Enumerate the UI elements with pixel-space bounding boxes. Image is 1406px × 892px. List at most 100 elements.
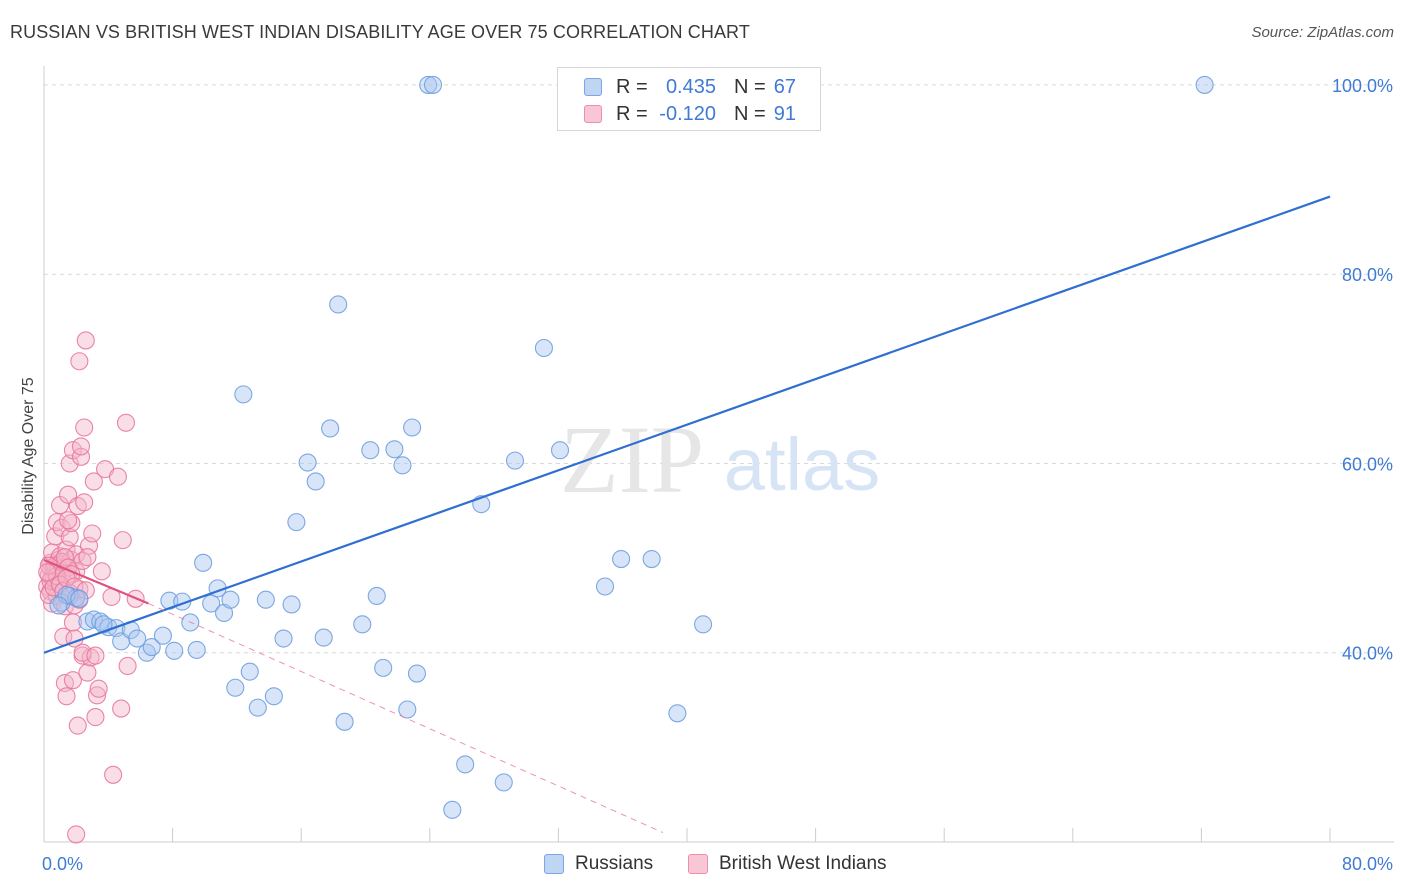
bwi-point: [59, 511, 78, 530]
bwi-point: [108, 467, 127, 486]
source-label: Source: ZipAtlas.com: [1251, 24, 1394, 41]
russians-point: [353, 615, 372, 634]
russians-point: [153, 626, 173, 645]
bwi-point: [71, 437, 91, 456]
russians-point: [443, 800, 462, 819]
russians-point: [642, 549, 661, 569]
bwi-point: [63, 671, 82, 690]
y-tick-label: 80.0%: [1342, 265, 1393, 285]
bwi-point: [68, 716, 87, 735]
russians-point: [142, 638, 161, 657]
russians-point: [374, 658, 393, 677]
bwi-point: [62, 514, 81, 533]
bwi-point: [78, 548, 97, 567]
russians-point: [306, 472, 325, 491]
legend-swatch-bwi: [688, 854, 708, 874]
russians-point: [403, 418, 422, 437]
bwi-point: [92, 562, 111, 581]
legend-n-value: 67: [773, 76, 796, 98]
bwi-trend-line: [43, 558, 149, 605]
legend-r-value: 0.435: [665, 76, 716, 98]
russians-point: [287, 513, 306, 532]
russians-point: [1195, 75, 1214, 94]
bwi-point: [86, 646, 105, 665]
chart-title: RUSSIAN VS BRITISH WEST INDIAN DISABILIT…: [10, 22, 750, 42]
russians-point: [84, 610, 103, 629]
russians-point: [264, 687, 283, 706]
russians-point: [456, 755, 475, 774]
russians-point: [385, 440, 404, 459]
russians-point: [274, 629, 293, 648]
legend-r-value: -0.120: [659, 103, 716, 125]
trend-lines: [43, 195, 1331, 833]
bwi-trend-extension: [148, 603, 664, 833]
legend-swatch-russians: [544, 854, 564, 874]
bwi-point: [104, 765, 123, 784]
y-tick-label: 60.0%: [1342, 454, 1393, 474]
bwi-point: [83, 524, 102, 543]
russians-trend-line: [43, 195, 1331, 654]
bwi-point: [57, 687, 76, 706]
x-tick-label: 80.0%: [1342, 854, 1393, 874]
russians-point: [398, 700, 417, 719]
russians-point: [187, 640, 206, 659]
legend-swatch-bwi: [584, 105, 602, 123]
russians-point: [534, 338, 553, 358]
russians-point: [165, 641, 184, 660]
bwi-point: [67, 825, 86, 844]
russians-point: [419, 75, 438, 94]
bwi-point: [86, 708, 105, 727]
series-bwi-points: [38, 331, 145, 844]
russians-point: [321, 419, 340, 438]
legend-r-label: R =: [616, 76, 648, 98]
russians-point: [240, 662, 259, 681]
russians-point: [494, 773, 513, 792]
russians-point: [282, 595, 301, 614]
russians-point: [70, 589, 89, 608]
russians-point: [137, 643, 156, 662]
bwi-point: [38, 563, 57, 582]
russians-point: [94, 615, 113, 634]
russians-point: [407, 664, 426, 683]
russians-point: [298, 453, 317, 472]
russians-point: [226, 678, 245, 697]
russians-point: [194, 553, 213, 572]
bwi-point: [113, 531, 132, 550]
bwi-point: [63, 613, 82, 632]
russians-point: [423, 75, 443, 94]
russians-point: [256, 590, 275, 609]
bwi-point: [60, 454, 79, 473]
russians-point: [367, 586, 386, 606]
legend-row-bwi: R = -0.120 N = 91: [558, 100, 820, 128]
bwi-point: [70, 352, 89, 371]
russians-point: [612, 549, 631, 569]
series-russians-points: [49, 75, 1214, 819]
bwi-point: [116, 413, 136, 432]
x-tick-label: 0.0%: [42, 854, 83, 874]
correlation-legend: R = 0.435 N = 67 R = -0.120 N = 91: [557, 67, 821, 131]
bwi-point: [78, 663, 97, 682]
russians-point: [234, 385, 253, 404]
russians-point: [248, 698, 267, 717]
russians-point: [550, 441, 570, 460]
y-tick-label: 100.0%: [1332, 76, 1393, 96]
grid-lines: [44, 84, 1394, 654]
bwi-point: [76, 331, 95, 350]
russians-point: [505, 451, 525, 470]
series-legend: Russians British West Indians: [0, 852, 1406, 878]
bwi-point: [55, 548, 74, 567]
russians-point: [202, 594, 221, 613]
bwi-point: [71, 447, 91, 466]
russians-point: [694, 615, 713, 634]
russians-point: [128, 629, 147, 648]
russians-point: [329, 295, 348, 314]
watermark-zip: ZIP: [560, 406, 704, 513]
bwi-point: [118, 656, 137, 676]
russians-point: [49, 596, 68, 615]
russians-point: [221, 590, 240, 609]
axes: [43, 66, 1394, 843]
y-axis-label: Disability Age Over 75: [20, 377, 37, 535]
russians-point: [668, 704, 687, 723]
legend-label-bwi: British West Indians: [719, 853, 887, 874]
